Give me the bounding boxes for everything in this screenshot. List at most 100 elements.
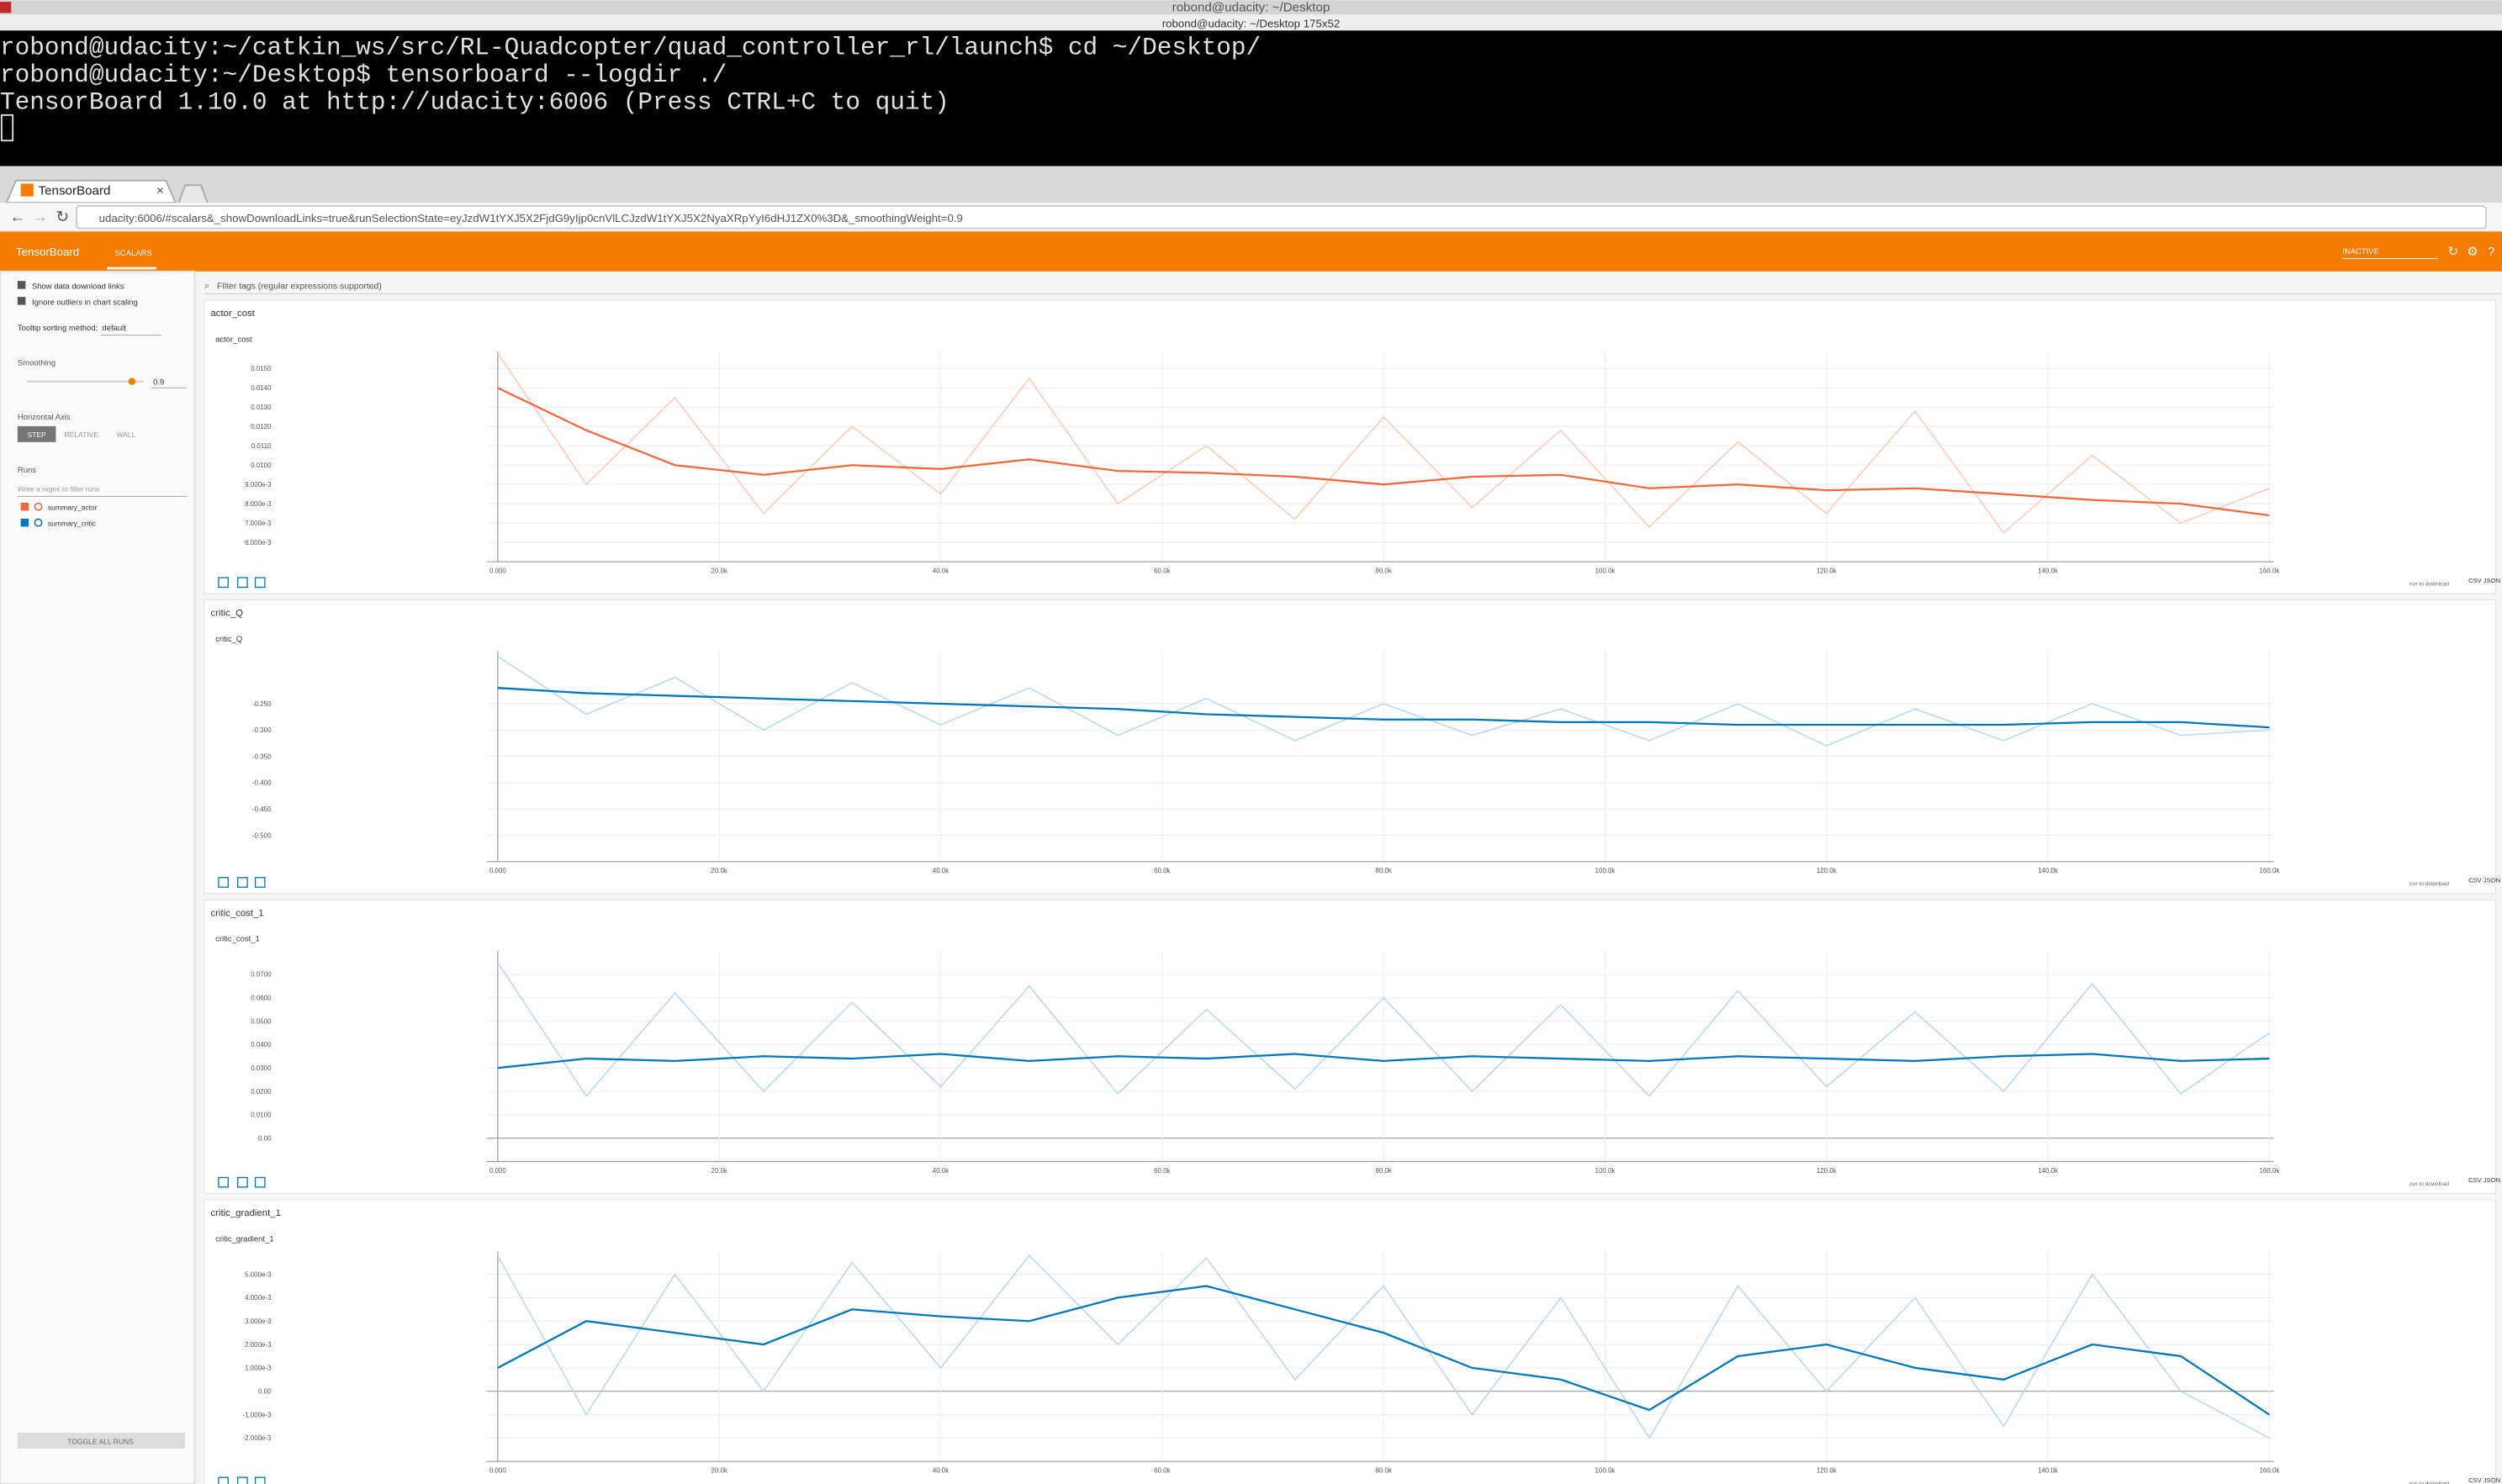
run-name[interactable]: summary_actor — [48, 503, 98, 511]
run-color — [34, 502, 43, 511]
back-button[interactable]: ← — [9, 209, 25, 226]
tooltip-value[interactable]: default — [102, 324, 126, 333]
download-formats[interactable]: CSV JSON — [2468, 577, 2500, 584]
sidebar — [0, 270, 196, 1484]
slider-knob[interactable] — [128, 378, 136, 385]
tag-filter[interactable]: Filter tags (regular expressions support… — [217, 283, 382, 292]
x-tick-label: 100.0k — [1595, 1466, 1616, 1474]
x-tick-label: 0.000 — [489, 1167, 506, 1175]
chart-icon[interactable] — [237, 1176, 248, 1188]
axis-option[interactable]: WALL — [116, 430, 135, 439]
tab-title[interactable]: TensorBoard — [39, 184, 111, 198]
browser-tabs — [0, 166, 2502, 203]
x-tick-label: 40.0k — [933, 567, 949, 574]
x-tick-label: 160.0k — [2259, 567, 2279, 574]
section-title[interactable]: actor_cost — [210, 309, 255, 319]
checkbox[interactable] — [17, 281, 26, 289]
checkbox[interactable] — [17, 297, 26, 305]
x-tick-label: 100.0k — [1595, 867, 1616, 874]
terminal-line: robond@udacity:~/catkin_ws/src/RL-Quadco… — [0, 34, 1261, 62]
chart-icon[interactable] — [254, 577, 266, 589]
tooltip-label: Tooltip sorting method: — [18, 324, 98, 333]
url[interactable]: udacity:6006/#scalars&_showDownloadLinks… — [99, 212, 963, 224]
chart-icon[interactable] — [218, 1476, 229, 1484]
x-tick-label: 120.0k — [1817, 1466, 1837, 1474]
axis-option[interactable]: RELATIVE — [64, 430, 98, 439]
search-icon: ⌕ — [204, 282, 209, 292]
toggle-text[interactable]: TOGGLE ALL RUNS — [67, 1437, 134, 1445]
x-tick-label: 0.000 — [489, 867, 506, 874]
run-name[interactable]: summary_critic — [48, 519, 97, 527]
raw-line — [497, 962, 2270, 1097]
chart-icon[interactable] — [218, 577, 229, 589]
toggle-button[interactable] — [17, 1433, 186, 1450]
section-title[interactable]: critic_cost_1 — [210, 908, 263, 918]
smoothing-value[interactable]: 0.9 — [153, 378, 164, 388]
y-tick-label: 0.0140 — [251, 384, 272, 392]
x-tick-label: 80.0k — [1375, 867, 1391, 874]
chart-icon[interactable] — [254, 1176, 266, 1188]
run-checkbox[interactable] — [20, 502, 29, 511]
reload-button[interactable]: ↻ — [56, 209, 69, 226]
y-tick-label: 0.0100 — [251, 1112, 272, 1119]
section-title[interactable]: critic_gradient_1 — [210, 1208, 280, 1218]
tab-close[interactable]: × — [156, 184, 164, 198]
chart-icon[interactable] — [254, 877, 266, 888]
runs-label: Runs — [18, 466, 36, 475]
option-label[interactable]: Show data download links — [32, 283, 124, 292]
run-color — [34, 518, 43, 527]
app-icon — [0, 2, 12, 13]
chart-icon[interactable] — [237, 577, 248, 589]
x-tick-label: 60.0k — [1154, 867, 1170, 874]
download-select[interactable]: run to download — [2409, 881, 2449, 887]
runs-filter[interactable]: Write a regex to filter runs — [18, 485, 99, 494]
download-select[interactable]: run to download — [2409, 1181, 2449, 1187]
status[interactable]: INACTIVE — [2342, 247, 2379, 256]
new-tab[interactable] — [177, 184, 209, 203]
brand[interactable]: TensorBoard — [16, 246, 79, 258]
chart-icon[interactable] — [254, 1476, 266, 1484]
y-tick-label: -0.250 — [252, 700, 272, 708]
window-title: robond@udacity: ~/Desktop — [1172, 1, 1330, 15]
y-tick-label: 0.0300 — [251, 1064, 272, 1072]
download-formats[interactable]: CSV JSON — [2468, 1176, 2500, 1184]
y-tick-label: 0.00 — [258, 1388, 272, 1396]
chart-icon[interactable] — [218, 877, 229, 888]
settings-icon[interactable]: ⚙ — [2467, 245, 2478, 259]
forward-button[interactable]: → — [32, 209, 48, 226]
smoothing-label: Smoothing — [18, 359, 56, 368]
y-tick-label: 1.000e-3 — [245, 1365, 272, 1372]
scalars-tab[interactable]: SCALARS — [115, 249, 152, 258]
y-tick-label: 9.000e-3 — [245, 481, 272, 489]
download-formats[interactable]: CSV JSON — [2468, 1476, 2500, 1484]
x-tick-label: 40.0k — [933, 1167, 949, 1175]
download-formats[interactable]: CSV JSON — [2468, 876, 2500, 884]
chart-icon[interactable] — [218, 1176, 229, 1188]
run-checkbox[interactable] — [20, 518, 29, 527]
y-tick-label: 0.0150 — [251, 365, 272, 372]
y-tick-label: 3.000e-3 — [245, 1318, 272, 1325]
download-select[interactable]: run to download — [2409, 582, 2449, 588]
y-tick-label: -0.400 — [252, 779, 272, 787]
y-tick-label: 0.0700 — [251, 971, 272, 979]
chart-icon[interactable] — [237, 1476, 248, 1484]
axis-label: Horizontal Axis — [18, 413, 71, 422]
y-tick-label: 5.000e-3 — [245, 1270, 272, 1278]
help-icon[interactable]: ? — [2488, 245, 2494, 259]
x-tick-label: 120.0k — [1817, 1167, 1837, 1175]
x-tick-label: 160.0k — [2259, 867, 2279, 874]
chart-title: actor_cost — [215, 335, 252, 344]
x-tick-label: 20.0k — [711, 1167, 727, 1175]
option-label[interactable]: Ignore outliers in chart scaling — [32, 298, 138, 308]
axis-button[interactable] — [17, 425, 56, 442]
x-tick-label: 80.0k — [1375, 1466, 1391, 1474]
refresh-icon[interactable]: ↻ — [2447, 245, 2458, 259]
chart-icon[interactable] — [237, 877, 248, 888]
section-title[interactable]: critic_Q — [210, 609, 243, 619]
address-bar[interactable] — [76, 205, 2487, 230]
x-tick-label: 0.000 — [489, 567, 506, 574]
axis-option[interactable]: STEP — [28, 430, 47, 439]
download-select[interactable]: run to download — [2409, 1481, 2449, 1484]
